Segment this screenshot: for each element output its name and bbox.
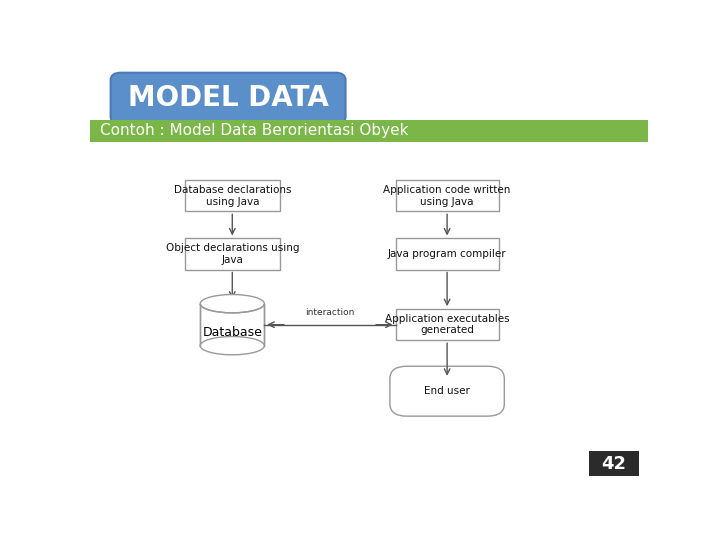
Text: MODEL DATA: MODEL DATA	[128, 84, 329, 112]
Text: End user: End user	[424, 386, 470, 396]
FancyBboxPatch shape	[395, 309, 499, 340]
Text: Application code written
using Java: Application code written using Java	[384, 185, 510, 207]
FancyBboxPatch shape	[111, 73, 346, 124]
FancyBboxPatch shape	[390, 366, 504, 416]
Text: interaction: interaction	[305, 308, 355, 317]
Text: Java program compiler: Java program compiler	[388, 249, 506, 259]
Bar	[90, 120, 648, 141]
Text: Application executables
generated: Application executables generated	[384, 314, 510, 335]
Ellipse shape	[200, 336, 264, 355]
Bar	[200, 303, 264, 346]
Text: Contoh : Model Data Berorientasi Obyek: Contoh : Model Data Berorientasi Obyek	[100, 124, 408, 138]
FancyBboxPatch shape	[185, 180, 279, 211]
Bar	[199, 294, 266, 303]
Text: Database declarations
using Java: Database declarations using Java	[174, 185, 291, 207]
Ellipse shape	[200, 294, 264, 313]
FancyBboxPatch shape	[395, 238, 499, 269]
Bar	[590, 451, 639, 476]
FancyBboxPatch shape	[395, 180, 499, 211]
Text: Database: Database	[202, 327, 262, 340]
Text: 42: 42	[601, 455, 626, 472]
Text: Object declarations using
Java: Object declarations using Java	[166, 243, 299, 265]
FancyBboxPatch shape	[185, 238, 279, 269]
